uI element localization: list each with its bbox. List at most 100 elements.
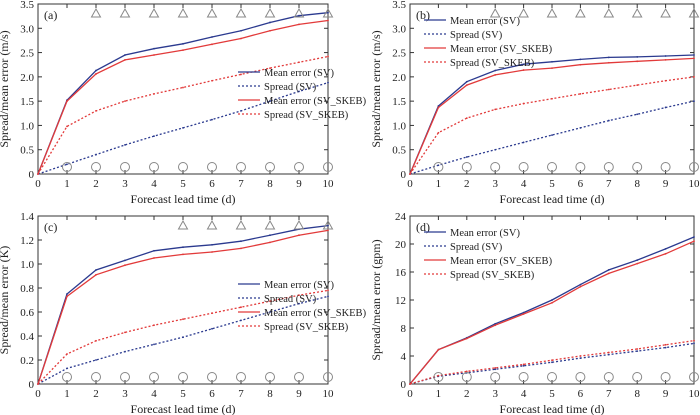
series-point xyxy=(240,109,242,112)
series-point xyxy=(182,86,184,89)
legend-entry: Spread (SV) xyxy=(450,242,503,253)
series-point xyxy=(182,253,184,256)
triangle-marker xyxy=(631,7,643,18)
series-point xyxy=(240,247,242,250)
x-tick-label: 8 xyxy=(267,178,273,190)
series-point xyxy=(522,69,525,71)
triangle-marker xyxy=(293,7,305,18)
panel-label: (d) xyxy=(416,220,430,234)
series-point xyxy=(66,163,68,166)
series-point xyxy=(153,343,155,346)
circle-marker xyxy=(689,162,699,172)
x-tick-label: 10 xyxy=(689,388,700,400)
x-tick-label: 8 xyxy=(634,178,640,190)
series-point xyxy=(693,339,695,342)
y-tick-label: 1.0 xyxy=(392,120,406,132)
y-tick-label: 0 xyxy=(401,379,407,391)
series-point xyxy=(636,113,639,116)
series-point xyxy=(607,353,610,356)
series-point xyxy=(124,331,126,334)
y-axis-label: Spread/mean error (m/s) xyxy=(0,30,11,147)
x-tick-label: 7 xyxy=(606,178,612,190)
series-point xyxy=(522,311,525,314)
series-line-4 xyxy=(37,55,329,175)
series-point xyxy=(579,92,582,95)
x-tick-label: 1 xyxy=(64,178,70,190)
x-tick-label: 4 xyxy=(521,178,527,190)
series-point xyxy=(124,259,126,262)
series-point xyxy=(95,153,97,156)
series-line-3 xyxy=(409,57,695,175)
series-point xyxy=(211,79,213,82)
y-tick-label: 24 xyxy=(395,211,407,223)
x-axis-label: Forecast lead time (d) xyxy=(500,402,605,415)
series-point xyxy=(494,69,497,72)
y-tick-label: 0 xyxy=(29,169,35,181)
x-tick-label: 6 xyxy=(209,388,215,400)
circle-marker xyxy=(265,372,275,382)
series-point xyxy=(664,79,667,82)
x-tick-label: 2 xyxy=(93,178,99,190)
legend-entry: Spread (SV) xyxy=(264,82,317,93)
x-tick-label: 2 xyxy=(464,388,470,400)
series-point xyxy=(298,61,300,64)
legend-entry: Mean error (SV) xyxy=(450,16,520,27)
chart-panel-2: 0 1 2 3 4 5 6 7 8 9 10 0 0.5 1.0 1.5 2.0 2.5 3.0 3.5 Foreca… xyxy=(369,0,700,206)
x-tick-label: 5 xyxy=(180,178,186,190)
circle-marker xyxy=(62,162,72,172)
x-tick-label: 9 xyxy=(296,388,302,400)
triangle-marker xyxy=(206,7,218,18)
x-tick-label: 0 xyxy=(35,388,41,400)
series-point xyxy=(551,361,553,364)
series-point xyxy=(298,302,300,305)
series-point xyxy=(522,102,525,105)
series-point xyxy=(298,23,300,26)
series-point xyxy=(579,355,582,357)
x-tick-label: 0 xyxy=(35,178,41,190)
series-point xyxy=(240,240,242,243)
series-line-1 xyxy=(37,12,329,175)
series-point xyxy=(664,343,667,346)
series-point xyxy=(66,295,68,298)
series-point xyxy=(153,47,155,50)
circle-marker xyxy=(236,162,246,172)
series-point xyxy=(522,364,525,367)
y-tick-label: 3.0 xyxy=(392,23,406,35)
triangle-marker xyxy=(148,7,160,18)
series-point xyxy=(465,156,468,158)
series-point xyxy=(664,252,667,255)
series-point xyxy=(211,243,213,246)
y-tick-label: 0.8 xyxy=(20,283,34,295)
series-point xyxy=(327,295,329,298)
y-tick-label: 2.0 xyxy=(392,72,406,84)
series-point xyxy=(664,248,667,250)
legend: Mean error (SV) Spread (SV) Mean error (SV… xyxy=(424,228,553,281)
series-line-2 xyxy=(409,342,695,385)
series-point xyxy=(298,14,300,17)
series-point xyxy=(124,58,126,61)
series-point xyxy=(327,11,329,14)
series-point xyxy=(579,126,582,129)
series-point xyxy=(37,383,39,385)
y-tick-label: 16 xyxy=(395,267,407,279)
series-point xyxy=(551,359,553,362)
series-point xyxy=(607,269,610,271)
series-point xyxy=(551,134,553,137)
series-point xyxy=(240,306,242,309)
series-point xyxy=(182,126,184,129)
x-tick-label: 1 xyxy=(64,388,70,400)
y-tick-label: 20 xyxy=(395,239,407,251)
series-point xyxy=(522,141,525,144)
triangle-marker xyxy=(293,219,305,230)
series-point xyxy=(269,311,271,313)
series-point xyxy=(664,346,667,349)
series-point xyxy=(95,269,97,271)
x-tick-label: 2 xyxy=(93,388,99,400)
panel-label: (b) xyxy=(416,8,430,22)
x-tick-label: 4 xyxy=(151,388,157,400)
series-point xyxy=(494,367,497,369)
series-point xyxy=(153,257,155,259)
series-point xyxy=(607,272,610,275)
